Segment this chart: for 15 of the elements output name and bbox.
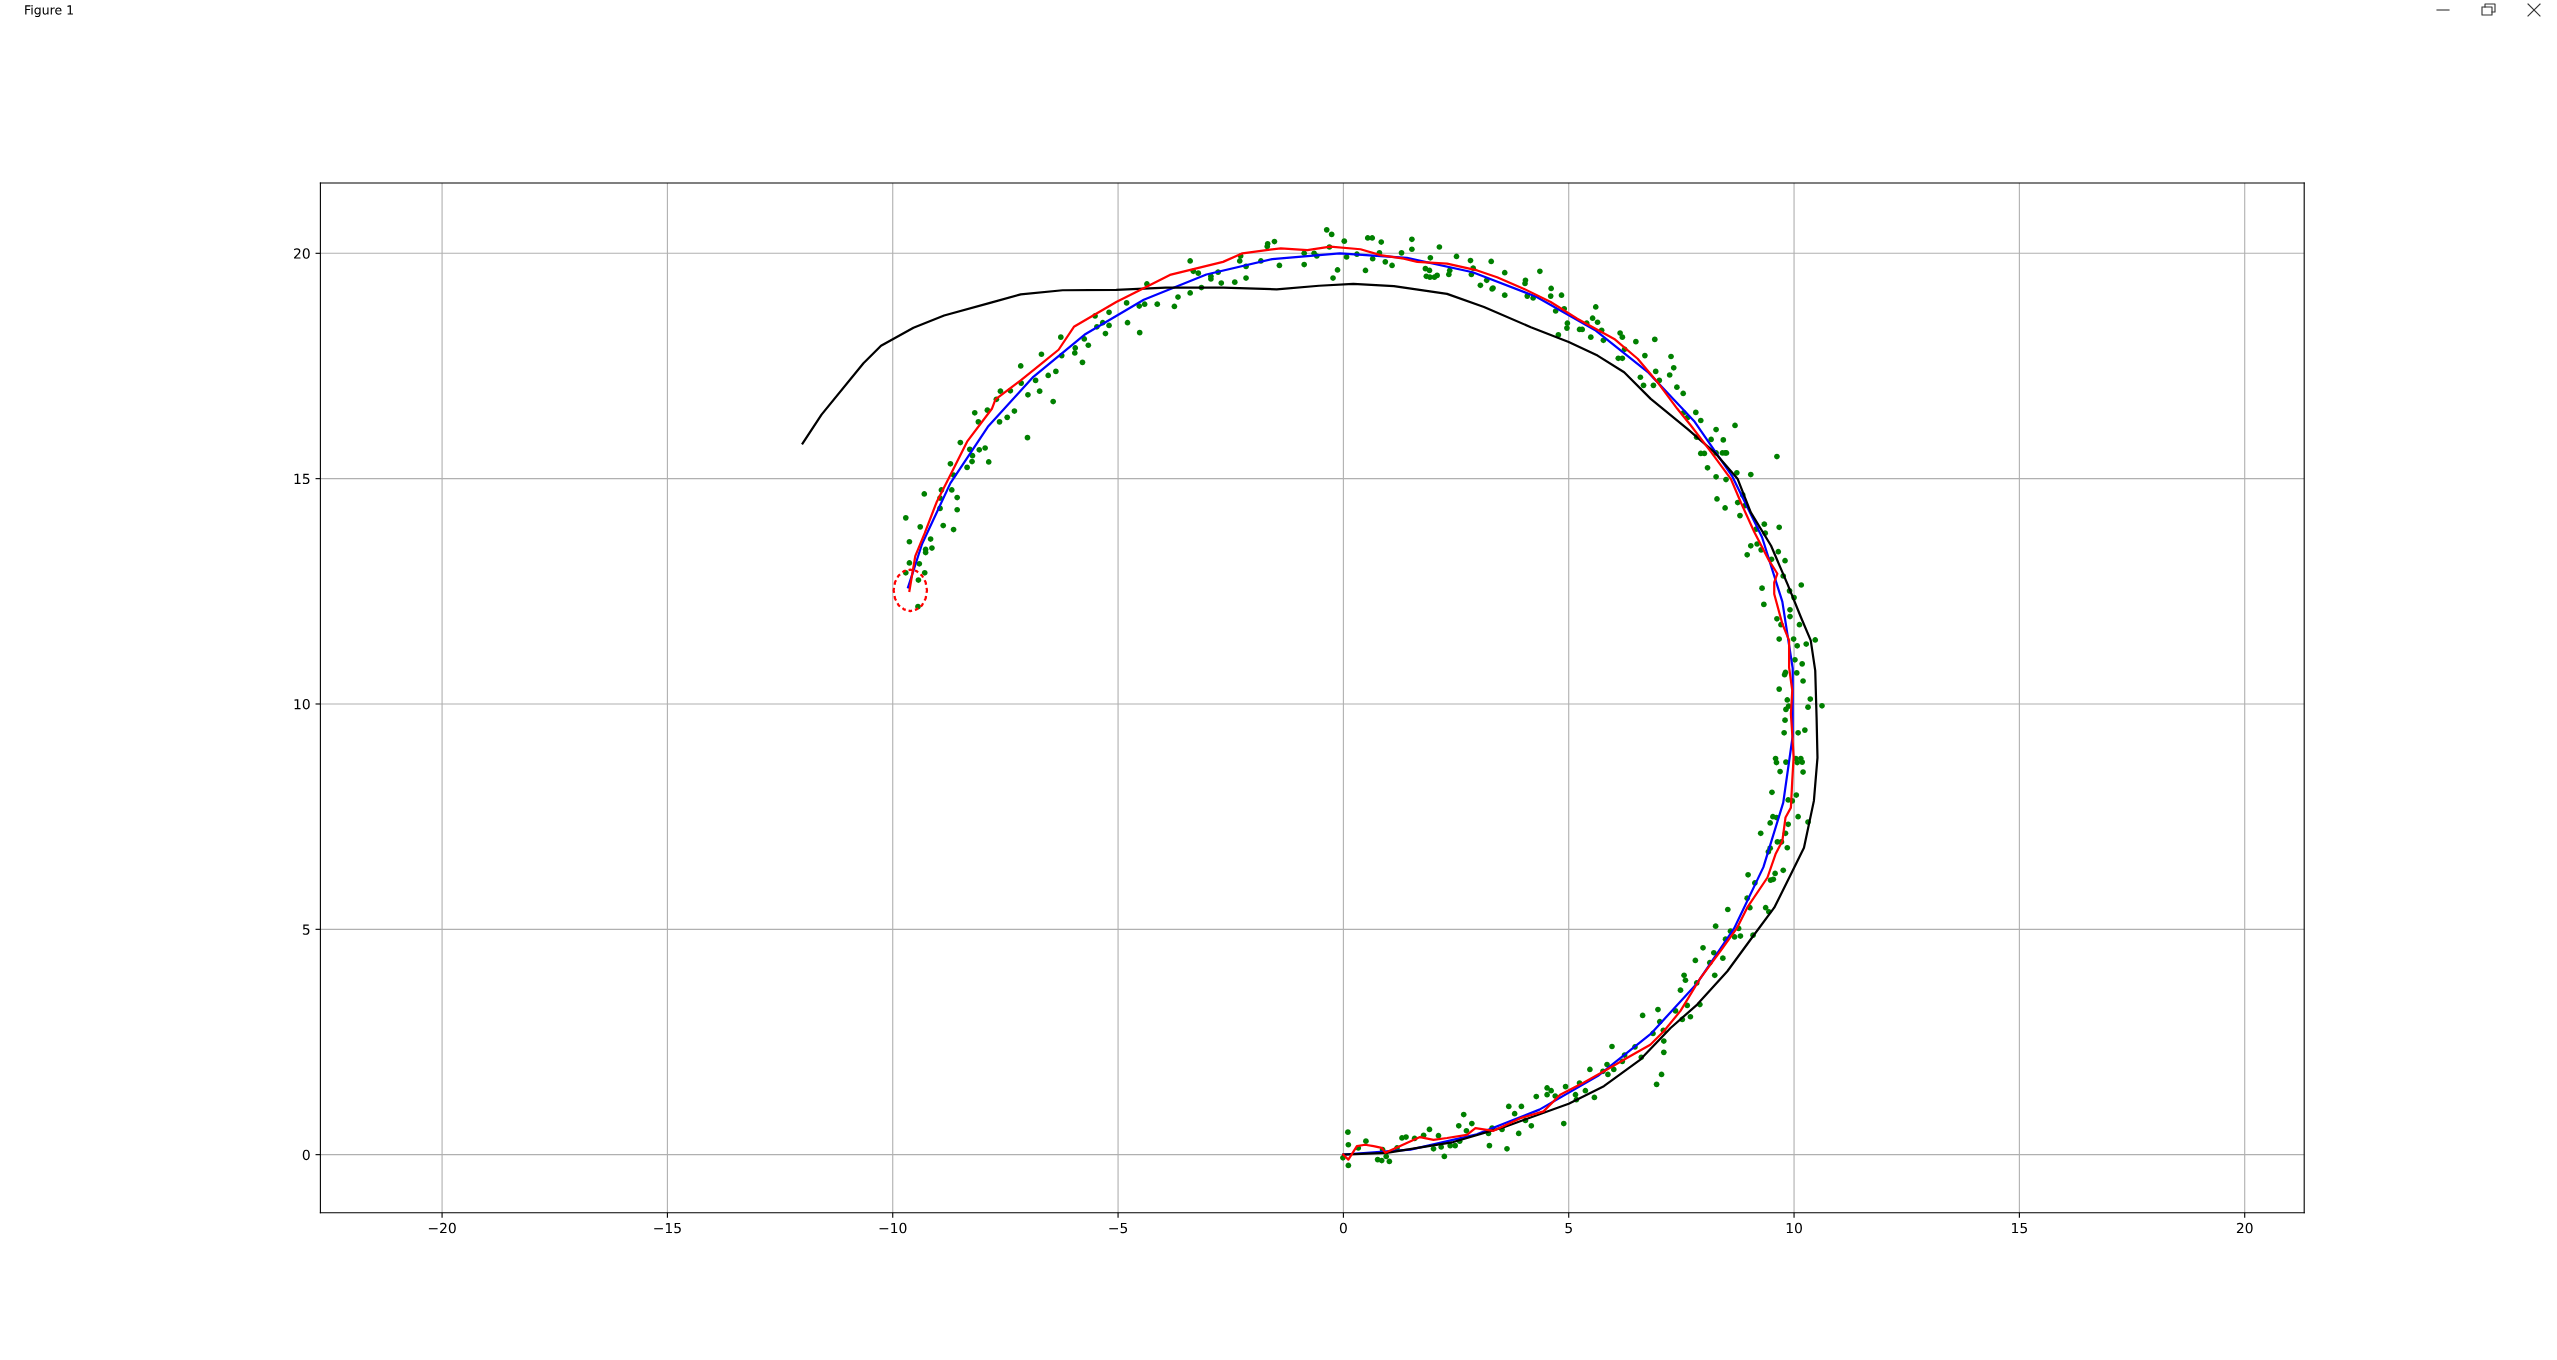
y-tick-label: 5 [302, 924, 310, 935]
x-tick-label: 5 [1565, 1222, 1572, 1234]
y-tick-label: 0 [302, 1149, 310, 1161]
x-tick-label: 15 [2012, 1222, 2028, 1234]
x-tick-label: −5 [1109, 1222, 1128, 1234]
y-tick-label: 20 [294, 248, 310, 259]
x-tick-label: −20 [428, 1222, 456, 1234]
x-tick-label: 10 [1786, 1222, 1802, 1234]
x-tick-label: 0 [1339, 1222, 1347, 1234]
x-tick-label: −10 [879, 1222, 907, 1234]
y-tick-label: 15 [294, 473, 310, 485]
caption: Figure 1 [25, 4, 73, 18]
x-tick-label: 20 [2236, 1222, 2253, 1234]
x-tick-label: −15 [654, 1222, 681, 1234]
y-tick-label: 10 [294, 698, 310, 710]
